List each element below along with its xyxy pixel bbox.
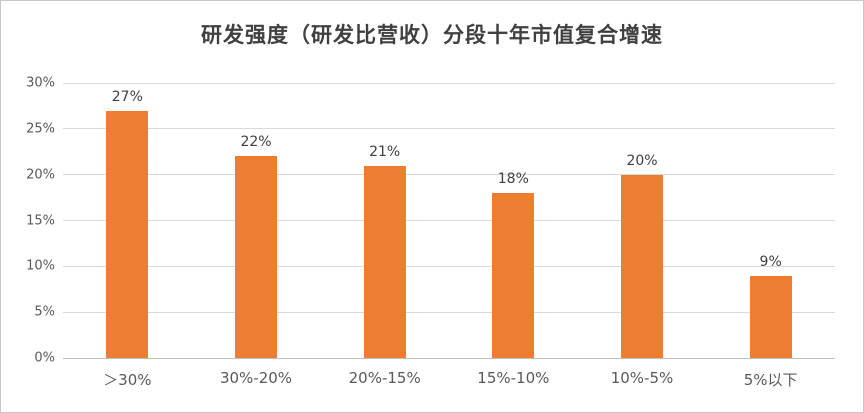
bar-value-label: 22%	[240, 134, 272, 151]
y-axis: 0% 5% 10% 15% 20% 25% 30%	[1, 76, 55, 366]
bar	[749, 275, 792, 358]
bar	[363, 165, 406, 358]
x-tick-label: 10%-5%	[610, 369, 674, 387]
gridline	[63, 128, 835, 130]
bar-value-label: 21%	[369, 143, 401, 160]
y-tick-label: 25%	[26, 121, 55, 137]
plot-area: 27% 22% 21% 18% 20% 9%	[63, 82, 835, 359]
y-tick-label: 5%	[34, 304, 55, 320]
bar-value-label: 20%	[626, 152, 658, 169]
gridline	[63, 220, 835, 221]
y-tick-label: 30%	[26, 75, 55, 91]
x-tick-label: ＞30%	[103, 371, 152, 389]
y-tick-label: 20%	[26, 167, 55, 183]
x-tick-label: 20%-15%	[348, 369, 421, 387]
bar	[492, 193, 535, 358]
x-tick-label: 5%以下	[743, 371, 798, 389]
gridline	[63, 82, 835, 84]
x-tick-label: 15%-10%	[477, 369, 550, 387]
gridline	[63, 265, 835, 267]
bar	[106, 110, 149, 358]
x-tick-label: 30%-20%	[219, 369, 293, 387]
y-tick-label: 15%	[26, 213, 55, 228]
gridline	[63, 174, 835, 176]
x-axis: ＞30% 30%-20% 20%-15% 15%-10% 10%-5% 5%以下	[63, 367, 835, 391]
bar	[235, 156, 277, 358]
bar-value-label: 18%	[497, 171, 529, 187]
y-tick-label: 10%	[26, 258, 55, 274]
chart-title: 研发强度（研发比营收）分段十年市值复合增速	[201, 23, 663, 47]
bar	[621, 174, 663, 358]
bar-value-label: 9%	[759, 253, 782, 270]
bar-value-label: 27%	[111, 88, 143, 105]
gridline	[63, 311, 835, 313]
y-tick-label: 0%	[34, 350, 55, 366]
